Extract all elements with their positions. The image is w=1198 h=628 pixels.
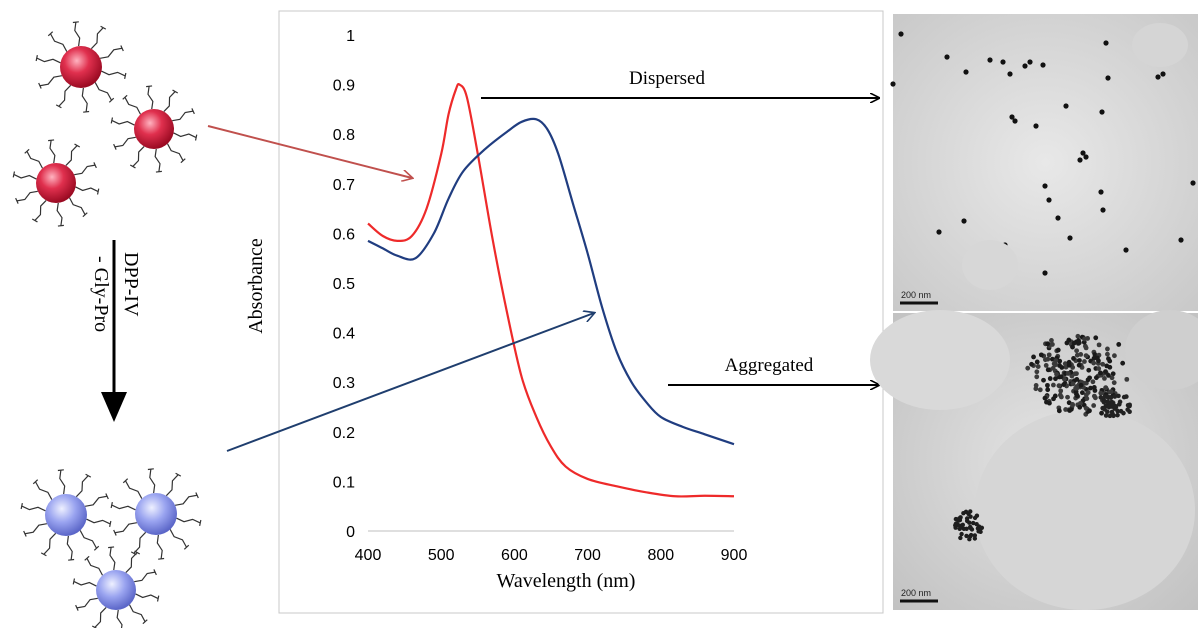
chart-frame xyxy=(278,10,884,614)
aggregated-nanoparticle xyxy=(72,546,160,628)
dispersed-nanoparticle xyxy=(12,139,100,227)
y-tick-label: 0.5 xyxy=(333,276,355,293)
reaction-label-dpp-iv: DPP-IV xyxy=(120,252,142,317)
tem-scale-label-top: 200 nm xyxy=(901,290,931,300)
y-tick-label: 0.6 xyxy=(333,226,355,243)
absorbance-chart: 400 500 600 700 800 900 0 0.1 0.2 0.3 0.4 0.5 0.6 0.7… xyxy=(333,28,748,564)
dispersed-label: Dispersed xyxy=(629,68,705,89)
y-tick-label: 0.1 xyxy=(333,474,355,491)
x-tick-label: 700 xyxy=(574,547,601,564)
y-tick-label: 0.4 xyxy=(333,326,355,343)
y-tick-label: 0.3 xyxy=(333,375,355,392)
x-tick-label: 800 xyxy=(647,547,674,564)
y-tick-label: 0.2 xyxy=(333,425,355,442)
y-tick-label: 0.9 xyxy=(333,78,355,95)
y-tick-label: 1 xyxy=(346,28,355,45)
blue-pointer-arrow xyxy=(226,313,594,452)
tem-image-dispersed xyxy=(890,14,1198,311)
y-tick-label: 0.7 xyxy=(333,177,355,194)
x-tick-label: 900 xyxy=(721,547,748,564)
dispersed-nanoparticle xyxy=(35,21,127,113)
dispersed-nanoparticle xyxy=(110,85,198,173)
y-tick-label: 0 xyxy=(346,524,355,541)
red-pointer-arrow xyxy=(207,125,412,178)
y-tick-label: 0.8 xyxy=(333,127,355,144)
x-tick-label: 500 xyxy=(428,547,455,564)
x-tick-label: 400 xyxy=(355,547,382,564)
y-axis-label: Absorbance xyxy=(245,238,267,334)
aggregated-label: Aggregated xyxy=(725,355,814,376)
aggregated-nanoparticle xyxy=(20,469,112,561)
series-line-red xyxy=(367,83,735,498)
reaction-label-gly-pro: - Gly-Pro xyxy=(90,256,112,332)
x-tick-label: 600 xyxy=(501,547,528,564)
aggregated-nanoparticle xyxy=(110,468,202,560)
tem-scale-label-bottom: 200 nm xyxy=(901,588,931,598)
reaction-arrow xyxy=(101,240,127,422)
tem-image-aggregated xyxy=(870,310,1198,610)
nanoparticle-illustration xyxy=(12,21,202,628)
x-axis-label: Wavelength (nm) xyxy=(497,570,636,592)
series-line-blue xyxy=(367,117,735,446)
